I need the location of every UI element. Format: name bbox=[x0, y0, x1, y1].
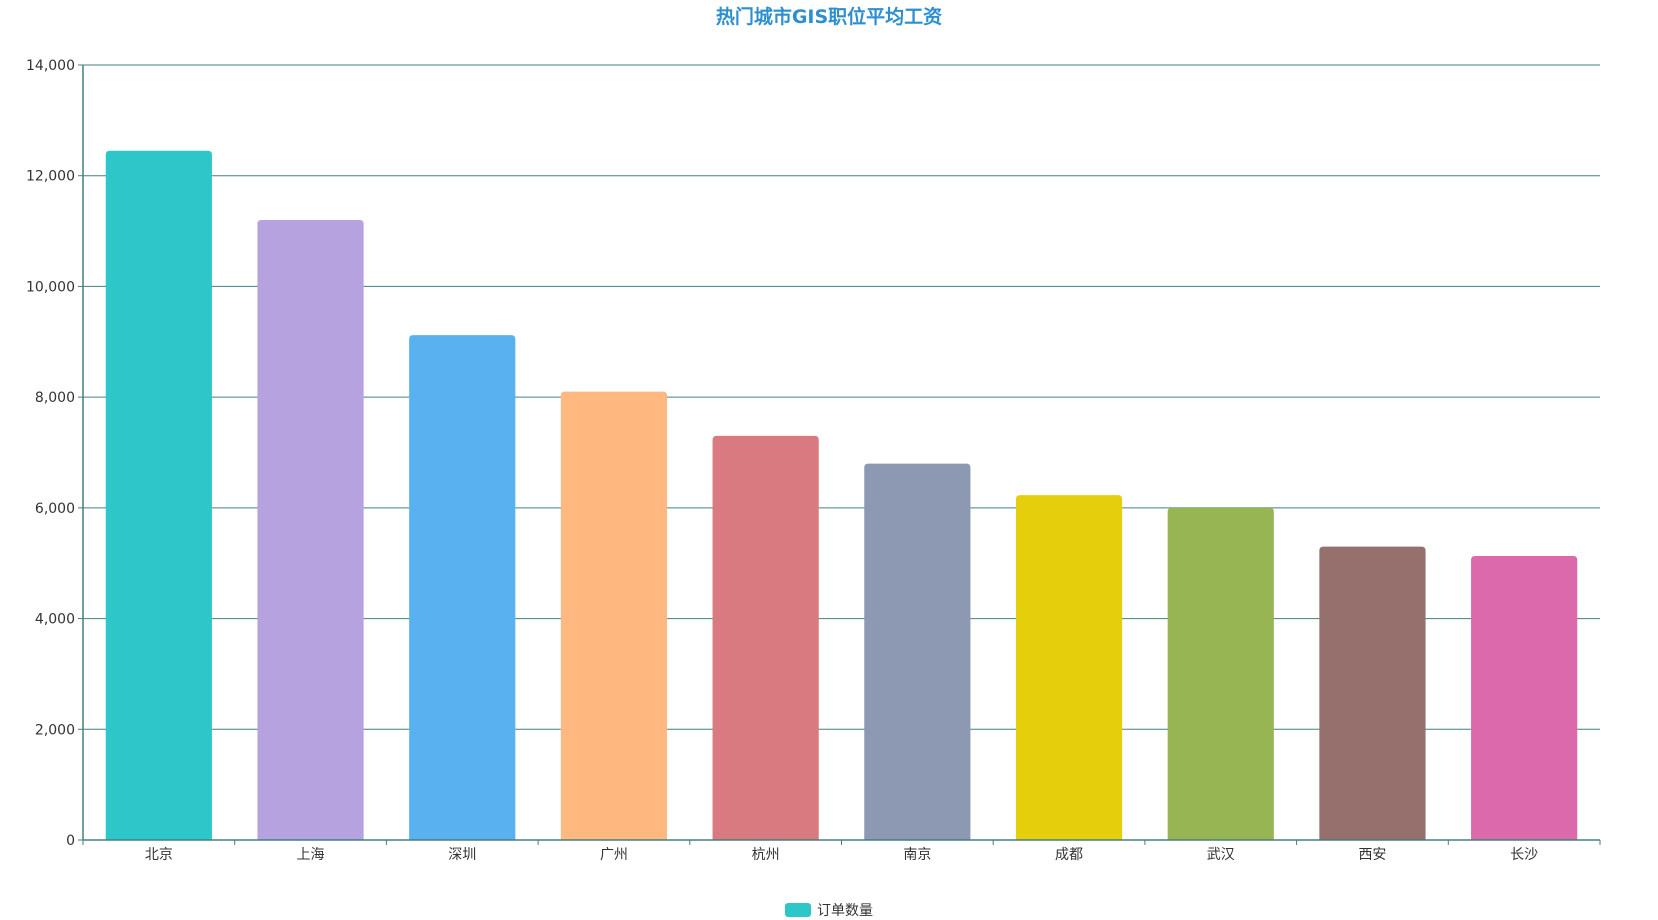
x-axis-tick-labels: 北京 上海 深圳 广州 杭州 南京 成都 武汉 西安 长沙 bbox=[145, 847, 1538, 863]
bar-3[interactable] bbox=[409, 335, 516, 840]
x-tick-label: 成都 bbox=[1055, 847, 1083, 863]
x-tick-label: 长沙 bbox=[1510, 847, 1538, 863]
x-tick-label: 深圳 bbox=[448, 847, 476, 863]
bar-6[interactable] bbox=[864, 463, 971, 840]
y-tick-label: 12,000 bbox=[26, 169, 75, 185]
bar-1[interactable] bbox=[105, 150, 212, 840]
y-tick-label: 6,000 bbox=[35, 501, 75, 517]
y-tick-label: 2,000 bbox=[35, 722, 75, 738]
x-tick-label: 南京 bbox=[903, 847, 931, 863]
bar-4[interactable] bbox=[560, 391, 668, 840]
x-tick-label: 广州 bbox=[600, 847, 628, 863]
axes bbox=[82, 65, 1601, 845]
y-tick-label: 10,000 bbox=[26, 279, 75, 295]
x-tick-label: 杭州 bbox=[752, 847, 780, 863]
x-tick-label: 西安 bbox=[1358, 847, 1386, 863]
legend-swatch bbox=[785, 903, 811, 917]
x-tick-label: 上海 bbox=[297, 847, 325, 863]
x-tick-label: 北京 bbox=[145, 847, 173, 863]
y-tick-label: 4,000 bbox=[35, 612, 75, 628]
bar-8[interactable] bbox=[1167, 507, 1274, 840]
y-tick-label: 8,000 bbox=[35, 390, 75, 406]
chart-title: 热门城市GIS职位平均工资 bbox=[715, 6, 943, 28]
bar-10[interactable] bbox=[1471, 556, 1578, 840]
bar-9[interactable] bbox=[1319, 546, 1426, 840]
legend[interactable]: 订单数量 bbox=[0, 900, 1658, 920]
bars bbox=[105, 150, 1578, 840]
y-tick-label: 0 bbox=[66, 833, 75, 849]
y-axis-tick-labels: 0 2,000 4,000 6,000 8,000 10,000 12,000 14,000 bbox=[26, 58, 75, 849]
y-tick-label: 14,000 bbox=[26, 58, 75, 74]
bar-7[interactable] bbox=[1015, 495, 1123, 840]
x-tick-label: 武汉 bbox=[1207, 847, 1235, 863]
bar-5[interactable] bbox=[712, 435, 819, 840]
legend-label: 订单数量 bbox=[817, 903, 873, 919]
bar-2[interactable] bbox=[257, 220, 364, 840]
